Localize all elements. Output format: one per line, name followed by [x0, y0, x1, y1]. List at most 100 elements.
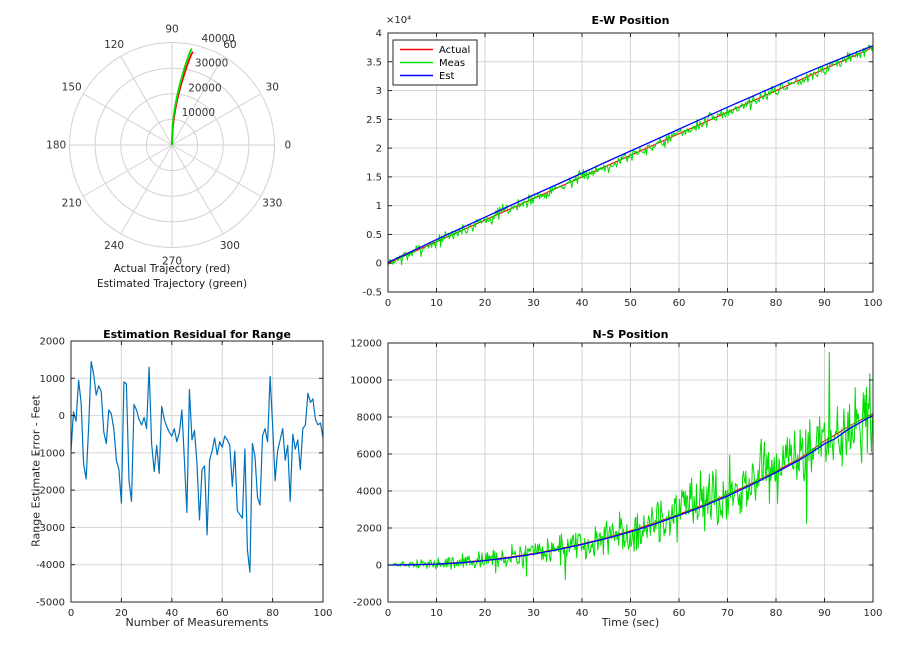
svg-text:0: 0 [59, 411, 65, 422]
svg-text:80: 80 [266, 608, 279, 619]
svg-text:10: 10 [430, 608, 443, 619]
svg-text:40: 40 [576, 298, 589, 309]
axes-box [70, 340, 324, 603]
svg-text:30: 30 [527, 608, 540, 619]
series-group [387, 44, 874, 266]
svg-text:1.5: 1.5 [366, 172, 382, 183]
axis-ticks [70, 340, 324, 603]
polar-angle-label: 180 [46, 140, 66, 152]
svg-text:10000: 10000 [350, 376, 382, 387]
series-range-residual-line [70, 360, 324, 573]
polar-radius-label: 10000 [182, 107, 215, 119]
polar-angle-label: 90 [165, 24, 178, 36]
svg-text:70: 70 [721, 298, 734, 309]
svg-text:60: 60 [673, 608, 686, 619]
svg-text:50: 50 [624, 608, 637, 619]
polar-angle-label: 270 [162, 255, 182, 267]
svg-text:2000: 2000 [40, 337, 65, 348]
svg-text:100: 100 [863, 608, 882, 619]
svg-text:0: 0 [385, 608, 391, 619]
svg-text:3.5: 3.5 [366, 57, 382, 68]
svg-text:0: 0 [376, 561, 382, 572]
ns-position-xlabel: Time (sec) [601, 616, 660, 629]
svg-text:6000: 6000 [357, 450, 382, 461]
ew-y-multiplier: ×10⁴ [386, 15, 412, 26]
svg-text:0: 0 [376, 259, 382, 270]
polar-caption-line2: Estimated Trajectory (green) [96, 278, 248, 290]
svg-text:-2000: -2000 [36, 486, 65, 497]
svg-text:100: 100 [313, 608, 332, 619]
svg-text:20: 20 [479, 608, 492, 619]
polar-angle-label: 150 [62, 82, 82, 94]
polar-angle-label: 300 [220, 240, 240, 252]
range-residual-title: Estimation Residual for Range [103, 328, 291, 341]
axis-ticks [387, 342, 874, 603]
legend: Actual Meas Est [392, 39, 478, 86]
polar-grid [69, 42, 275, 248]
svg-text:70: 70 [721, 608, 734, 619]
ns-position-title: N-S Position [592, 328, 669, 341]
svg-text:80: 80 [770, 298, 783, 309]
polar-angle-label: 30 [266, 82, 279, 94]
series-group [387, 351, 874, 581]
svg-text:1000: 1000 [40, 374, 65, 385]
svg-text:2.5: 2.5 [366, 115, 382, 126]
svg-text:2: 2 [376, 144, 382, 155]
ew-position-plot: 0 10 20 30 40 50 60 70 80 90 100-0.500.511.522.533… [362, 29, 882, 310]
series-actual-trajectory-line [171, 51, 194, 145]
polar-angle-label: 60 [223, 39, 236, 51]
legend-entry-label: Est [439, 71, 455, 82]
svg-text:40: 40 [165, 608, 178, 619]
series-meas-line [387, 44, 874, 266]
svg-text:-2000: -2000 [353, 598, 382, 609]
polar-trajectory-plot: 0 30 60 90 120 150 180 210 240 270 300 330 10000 2000… [46, 24, 291, 268]
tick-labels: 0 10 20 30 40 50 60 70 80 90 100-0.500.511.522.533… [362, 29, 882, 310]
polar-labels: 0 30 60 90 120 150 180 210 240 270 300 330 10000 2000… [46, 24, 291, 268]
svg-text:-1000: -1000 [36, 448, 65, 459]
svg-text:-4000: -4000 [36, 560, 65, 571]
svg-text:4000: 4000 [357, 487, 382, 498]
series-estimated-trajectory-line [171, 48, 193, 145]
svg-text:50: 50 [624, 298, 637, 309]
polar-angle-label: 210 [62, 197, 82, 209]
svg-text:0: 0 [68, 608, 74, 619]
range-residual-xlabel: Number of Measurements [125, 616, 269, 629]
series-est-line [387, 45, 874, 263]
range-residual-plot: 0 20 40 60 80 100 -5000 -4000 -3000 -2000 -1000 0 10… [36, 337, 333, 620]
trajectory-series [171, 48, 194, 145]
svg-text:40: 40 [576, 608, 589, 619]
svg-text:0: 0 [385, 298, 391, 309]
svg-text:90: 90 [818, 608, 831, 619]
svg-text:4: 4 [376, 29, 382, 40]
svg-text:20: 20 [479, 298, 492, 309]
svg-text:60: 60 [673, 298, 686, 309]
series-group [70, 360, 324, 573]
polar-angle-label: 240 [104, 240, 124, 252]
svg-text:20: 20 [115, 608, 128, 619]
polar-radius-label: 20000 [188, 82, 221, 94]
polar-radius-label: 40000 [202, 33, 235, 45]
polar-angle-label: 120 [104, 39, 124, 51]
svg-text:30: 30 [527, 298, 540, 309]
series-est-line [387, 414, 874, 566]
tick-labels: 0 20 40 60 80 100 -5000 -4000 -3000 -2000 -1000 0 10… [36, 337, 333, 620]
polar-caption: Actual Trajectory (red) Estimated Trajec… [22, 262, 322, 292]
legend-entry-label: Actual [439, 45, 470, 56]
svg-text:3: 3 [376, 86, 382, 97]
range-residual-ylabel: Range Estimate Error - Feet [29, 395, 43, 547]
polar-caption-line1: Actual Trajectory (red) [113, 263, 231, 275]
svg-text:-0.5: -0.5 [362, 288, 382, 299]
svg-text:80: 80 [770, 608, 783, 619]
polar-angle-label: 0 [284, 140, 291, 152]
polar-radius-label: 30000 [195, 58, 228, 70]
svg-text:-5000: -5000 [36, 598, 65, 609]
svg-text:8000: 8000 [357, 413, 382, 424]
svg-text:-3000: -3000 [36, 523, 65, 534]
svg-text:2000: 2000 [357, 524, 382, 535]
ns-position-plot: 0 10 20 30 40 50 60 70 80 90 100-20000200040006000… [350, 339, 882, 620]
svg-text:60: 60 [216, 608, 229, 619]
svg-text:100: 100 [863, 298, 882, 309]
svg-text:10: 10 [430, 298, 443, 309]
svg-text:1: 1 [376, 201, 382, 212]
